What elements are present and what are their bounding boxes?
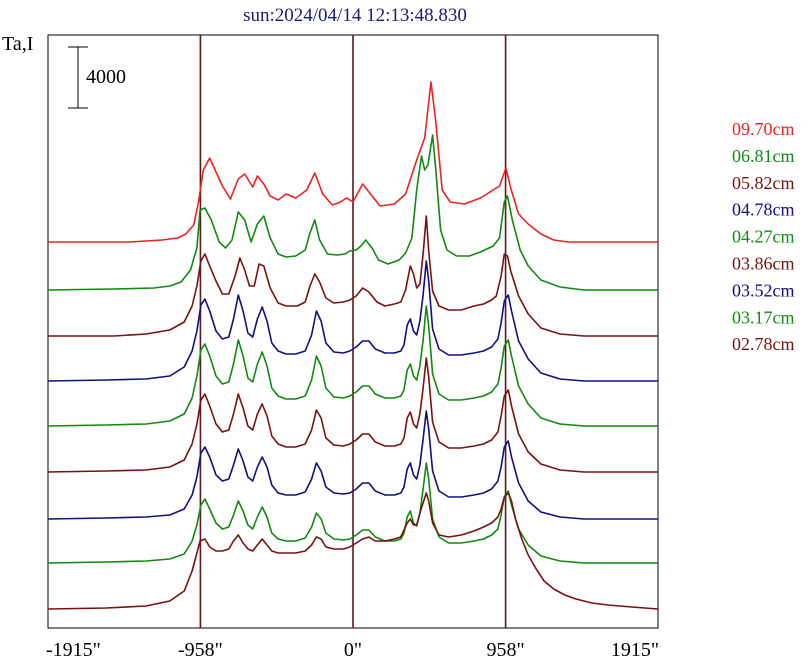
legend: 09.70cm 06.81cm 05.82cm 04.78cm 04.27cm 03.86… [732, 119, 795, 354]
x-tick-label: 958" [486, 639, 524, 661]
legend-entry: 03.17cm [732, 307, 795, 327]
series-line-03.86cm [47, 357, 658, 473]
series-line-05.82cm [48, 215, 658, 337]
vertical-reference-lines [199, 35, 507, 628]
legend-entry: 03.86cm [732, 254, 795, 274]
series-line-03.17cm [47, 462, 658, 564]
scale-bar: 4000 [68, 46, 126, 109]
series-lines [47, 81, 659, 610]
series-line-06.81cm [47, 134, 658, 291]
x-tick-label: 1915" [611, 639, 659, 661]
legend-entry: 05.82cm [732, 173, 795, 193]
legend-entry: 09.70cm [732, 119, 795, 139]
series-line-03.52cm [47, 410, 658, 520]
legend-entry: 06.81cm [732, 146, 795, 166]
series-line-04.78cm [47, 260, 658, 382]
x-tick-label: 0" [344, 639, 362, 661]
x-axis-ticks: -1915" -958" 0" 958" 1915" [46, 639, 659, 661]
legend-entry: 02.78cm [732, 334, 795, 354]
legend-entry: 04.27cm [732, 227, 795, 247]
legend-entry: 03.52cm [732, 280, 795, 300]
x-tick-label: -1915" [46, 639, 101, 661]
x-tick-label: -958" [178, 639, 223, 661]
series-line-09.70cm [48, 81, 658, 243]
y-axis-label: Ta,I [2, 33, 33, 55]
chart-title: sun:2024/04/14 12:13:48.830 [243, 5, 467, 26]
scale-bar-label: 4000 [86, 66, 126, 88]
series-line-04.27cm [47, 305, 658, 427]
series-line-02.78cm [47, 492, 659, 610]
legend-entry: 04.78cm [732, 200, 795, 220]
